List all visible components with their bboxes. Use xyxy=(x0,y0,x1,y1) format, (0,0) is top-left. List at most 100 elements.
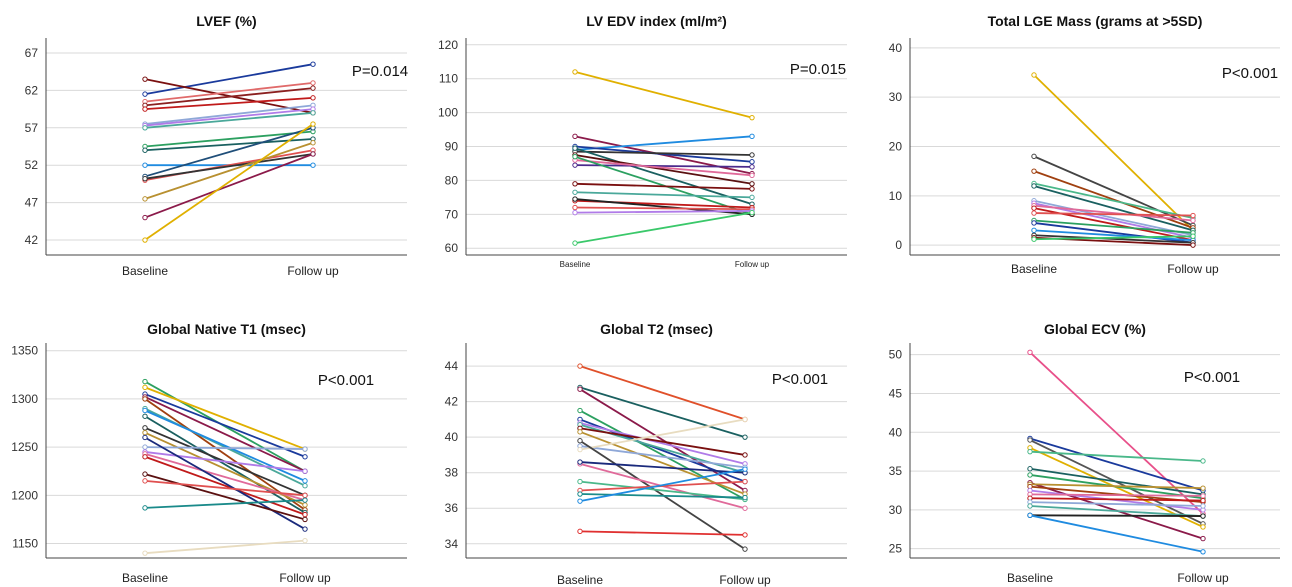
series-line xyxy=(1029,450,1204,462)
p-value-annotation: P=0.015 xyxy=(790,61,846,78)
series-line xyxy=(1029,505,1204,517)
series-line xyxy=(579,445,746,469)
data-point xyxy=(749,186,755,192)
data-point xyxy=(1031,236,1037,242)
p-value-annotation: P=0.014 xyxy=(352,63,408,80)
y-tick-label: 110 xyxy=(439,72,458,86)
data-point xyxy=(302,482,308,489)
data-point xyxy=(310,110,316,116)
series-line xyxy=(144,499,306,509)
series-line xyxy=(144,81,314,103)
data-point xyxy=(577,498,583,504)
data-point xyxy=(310,61,316,67)
x-category-label: Follow up xyxy=(287,264,339,278)
data-point xyxy=(1190,233,1196,239)
y-tick-label: 120 xyxy=(438,38,458,52)
y-tick-label: 1350 xyxy=(11,344,38,358)
series-line xyxy=(1033,199,1194,237)
data-point xyxy=(577,459,583,465)
data-point xyxy=(142,454,148,460)
y-tick-label: 70 xyxy=(445,207,459,221)
data-point xyxy=(1027,512,1033,519)
data-point xyxy=(310,162,316,168)
data-point xyxy=(142,396,148,402)
data-point xyxy=(142,425,148,431)
data-point xyxy=(302,516,308,523)
x-category-label: Baseline xyxy=(122,571,168,585)
data-point xyxy=(142,106,148,112)
series-line xyxy=(579,493,746,499)
y-tick-label: 40 xyxy=(445,430,459,444)
series-line xyxy=(1029,501,1204,507)
y-tick-label: 60 xyxy=(445,241,459,255)
data-point xyxy=(142,429,148,436)
data-point xyxy=(302,526,308,532)
data-point xyxy=(1200,513,1206,519)
y-tick-label: 1250 xyxy=(11,440,38,454)
data-point xyxy=(1027,466,1033,472)
data-point xyxy=(1031,153,1037,160)
series-line xyxy=(144,455,306,516)
x-category-label: Follow up xyxy=(1167,262,1219,276)
data-point xyxy=(572,69,578,75)
data-point xyxy=(749,164,755,170)
y-tick-label: 1200 xyxy=(11,488,38,502)
series-line xyxy=(1029,437,1204,492)
series-line xyxy=(1033,185,1194,232)
y-tick-label: 47 xyxy=(25,196,39,210)
y-tick-label: 50 xyxy=(889,348,903,362)
p-value-annotation: P<0.001 xyxy=(318,372,374,389)
data-point xyxy=(302,478,308,484)
y-tick-label: 25 xyxy=(889,542,903,556)
chart-title: Global T2 (msec) xyxy=(600,321,713,337)
data-point xyxy=(749,172,755,179)
series-line xyxy=(1029,467,1204,496)
series-line xyxy=(144,473,306,521)
data-point xyxy=(577,478,583,485)
data-point xyxy=(310,95,316,101)
data-point xyxy=(142,214,148,221)
series-line xyxy=(579,530,746,536)
y-tick-label: 42 xyxy=(445,395,459,409)
series-line xyxy=(144,96,314,110)
data-point xyxy=(1027,472,1033,478)
data-point xyxy=(302,454,308,460)
series-line xyxy=(574,147,753,206)
data-point xyxy=(142,162,148,168)
chart-panel-3: Total LGE Mass (grams at >5SD) 0 10 20 30 40 B… xyxy=(889,13,1280,276)
data-point xyxy=(1031,227,1037,234)
data-point xyxy=(142,444,148,450)
chart-panel-1: LVEF (%) 42 47 52 57 62 67 Baseline Follow up P=0… xyxy=(25,13,409,278)
data-point xyxy=(302,537,308,544)
data-point xyxy=(742,452,748,458)
x-category-label: Baseline xyxy=(122,264,168,278)
chart-title: Global Native T1 (msec) xyxy=(147,321,306,337)
series-line xyxy=(1033,229,1194,242)
y-tick-label: 30 xyxy=(889,90,903,104)
y-tick-label: 10 xyxy=(889,189,903,203)
data-point xyxy=(302,502,308,508)
data-point xyxy=(1031,205,1037,211)
series-line xyxy=(144,130,314,148)
series-line xyxy=(574,211,753,245)
series-line xyxy=(144,104,314,125)
data-point xyxy=(577,429,583,435)
data-point xyxy=(1031,220,1037,226)
y-tick-label: 42 xyxy=(25,233,39,247)
x-category-label: Follow up xyxy=(1177,571,1229,585)
series-line xyxy=(144,63,314,96)
x-category-label: Baseline xyxy=(557,573,603,587)
x-category-label: Baseline xyxy=(1011,262,1057,276)
data-point xyxy=(572,162,578,168)
series-line xyxy=(574,191,753,199)
series-line xyxy=(1033,219,1194,234)
x-category-label: Baseline xyxy=(1007,571,1053,585)
data-point xyxy=(1027,503,1033,509)
y-tick-label: 35 xyxy=(889,464,903,478)
data-point xyxy=(742,546,748,552)
series-line xyxy=(1033,155,1194,227)
y-tick-label: 1150 xyxy=(12,537,38,551)
series-line xyxy=(144,126,314,178)
data-point xyxy=(1027,437,1033,443)
data-point xyxy=(302,468,308,474)
